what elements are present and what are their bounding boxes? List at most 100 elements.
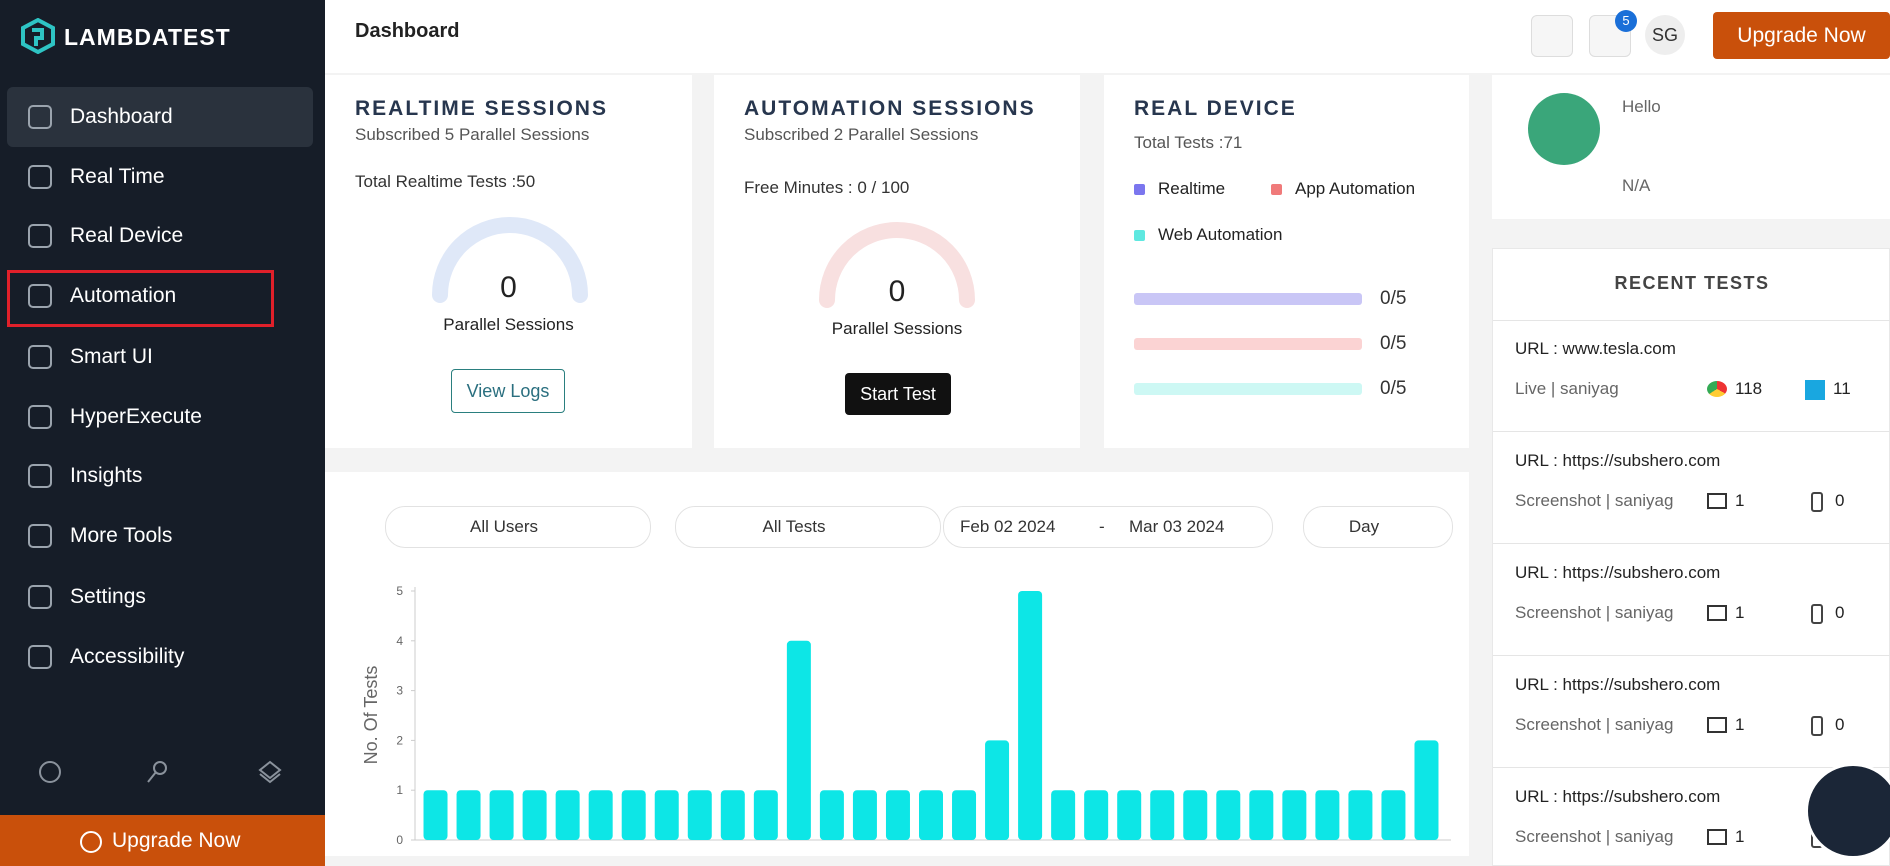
menu-icon[interactable] xyxy=(28,345,52,369)
gauge xyxy=(819,222,975,308)
total-label: Total Realtime Tests : xyxy=(355,172,517,191)
menu-item[interactable]: Real Time xyxy=(70,165,165,188)
upgrade-bar[interactable]: Upgrade Now xyxy=(0,815,325,866)
users-select[interactable]: All Users xyxy=(385,506,651,548)
usage-label: 0/5 xyxy=(1380,288,1407,309)
y-tick-label: 3 xyxy=(396,684,403,698)
total-value: 50 xyxy=(516,172,536,191)
test-meta: Live | saniyag xyxy=(1515,379,1619,398)
user-name: N/A xyxy=(1622,176,1651,195)
period-select[interactable]: Day xyxy=(1303,506,1453,548)
select-text[interactable]: All Users xyxy=(469,517,538,536)
card-title: AUTOMATION SESSIONS xyxy=(744,97,1036,120)
bar xyxy=(919,790,943,840)
test-url[interactable]: URL : https://subshero.com xyxy=(1515,675,1721,694)
to-date[interactable]: Mar 03 2024 xyxy=(1129,517,1225,536)
menu-item[interactable]: HyperExecute xyxy=(70,405,202,428)
menu-icon[interactable] xyxy=(28,524,52,548)
bar xyxy=(1084,790,1109,840)
card-subtitle: Subscribed 5 Parallel Sessions xyxy=(355,125,590,144)
bar-chart: 0 1 2 3 4 5 No. Of Tests xyxy=(361,584,1451,847)
real-device-card: REAL DEVICE Total Tests :71 Realtime App … xyxy=(1104,75,1469,448)
icon-b xyxy=(1805,380,1825,400)
greeting: Hello xyxy=(1622,97,1661,116)
tests-select[interactable]: All Tests xyxy=(675,506,941,548)
test-url[interactable]: URL : https://subshero.com xyxy=(1515,787,1721,806)
menu-icon[interactable] xyxy=(28,585,52,609)
brand: LAMBDATEST xyxy=(64,24,231,50)
legend-label: Realtime xyxy=(1158,179,1226,198)
highlight-box xyxy=(7,270,274,327)
upgrade-button[interactable]: Upgrade Now xyxy=(1713,12,1890,59)
select-text[interactable]: Day xyxy=(1348,517,1380,536)
count-b: 0 xyxy=(1835,715,1845,734)
card-title: REAL DEVICE xyxy=(1134,97,1297,120)
test-url[interactable]: URL : www.tesla.com xyxy=(1515,339,1676,358)
bar xyxy=(621,790,646,840)
profile-card: Hello N/A xyxy=(1492,75,1890,219)
y-axis-label: No. Of Tests xyxy=(361,666,381,765)
test-url[interactable]: URL : https://subshero.com xyxy=(1515,451,1721,470)
menu-icon[interactable] xyxy=(28,165,52,189)
date-range[interactable]: Feb 02 2024 - Mar 03 2024 xyxy=(943,506,1273,548)
menu-item[interactable]: More Tools xyxy=(70,524,173,547)
upgrade-text[interactable]: Upgrade Now xyxy=(112,829,241,852)
start-test-button[interactable]: Start Test xyxy=(845,373,951,415)
bar xyxy=(654,790,679,840)
menu-icon[interactable] xyxy=(28,464,52,488)
bar xyxy=(852,790,877,840)
menu-item[interactable]: Insights xyxy=(70,464,143,487)
menu-item[interactable]: Real Device xyxy=(70,224,184,247)
panel-title: RECENT TESTS xyxy=(1614,273,1770,293)
bar xyxy=(1183,790,1208,840)
view-logs-button[interactable]: View Logs xyxy=(451,369,565,413)
chat-button[interactable] xyxy=(1805,763,1890,859)
bar xyxy=(1414,740,1439,840)
bar xyxy=(456,790,481,840)
gauge xyxy=(432,217,588,303)
menu-icon[interactable] xyxy=(28,224,52,248)
menu-item[interactable]: Smart UI xyxy=(70,345,153,368)
legend-label: Web Automation xyxy=(1158,225,1283,244)
row-sep xyxy=(1493,767,1890,768)
from-date[interactable]: Feb 02 2024 xyxy=(960,517,1056,536)
menu-icon[interactable] xyxy=(28,284,52,308)
realtime-card: REALTIME SESSIONS Subscribed 5 Parallel … xyxy=(325,75,692,448)
row-sep xyxy=(1493,431,1890,432)
avatar[interactable]: SG xyxy=(1645,15,1685,55)
icon-b xyxy=(1811,604,1823,624)
card-subtitle: Subscribed 2 Parallel Sessions xyxy=(744,125,979,144)
bar xyxy=(588,790,613,840)
bar xyxy=(1018,591,1043,840)
count-b: 0 xyxy=(1835,491,1845,510)
bar xyxy=(555,790,580,840)
test-meta: Screenshot | saniyag xyxy=(1515,715,1674,734)
usage-track xyxy=(1134,383,1362,395)
bar xyxy=(885,790,910,840)
active-item xyxy=(7,87,313,147)
bar xyxy=(1216,790,1241,840)
bar xyxy=(985,740,1010,840)
menu-item[interactable]: Settings xyxy=(70,585,146,608)
logo xyxy=(21,18,55,54)
menu-item[interactable]: Dashboard xyxy=(70,105,173,128)
test-meta: Screenshot | saniyag xyxy=(1515,491,1674,510)
test-url[interactable]: URL : https://subshero.com xyxy=(1515,563,1721,582)
bar xyxy=(1348,790,1373,840)
recent-tests: RECENT TESTS URL : www.tesla.com Live | s… xyxy=(1492,248,1890,866)
row-sep xyxy=(1493,543,1890,544)
menu-icon[interactable] xyxy=(28,645,52,669)
sidebar: LAMBDATEST Upgrade Now Dashboard Real Tim… xyxy=(0,0,325,866)
legend-label: App Automation xyxy=(1295,179,1416,198)
footer-icons xyxy=(39,760,282,784)
tunnel-button[interactable] xyxy=(1531,15,1573,57)
menu-icon[interactable] xyxy=(28,405,52,429)
menu-item[interactable]: Accessibility xyxy=(70,645,185,668)
menu-item[interactable]: Automation xyxy=(70,284,177,307)
bar xyxy=(1381,790,1406,840)
menu-icon[interactable] xyxy=(28,105,52,129)
select-text[interactable]: All Tests xyxy=(762,517,826,536)
bar xyxy=(1150,790,1175,840)
icon-a xyxy=(1707,381,1727,397)
